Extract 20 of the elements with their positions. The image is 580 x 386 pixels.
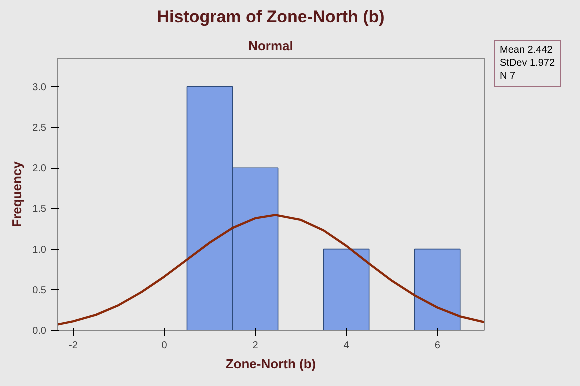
x-tick-label: -2 bbox=[68, 340, 78, 352]
y-tick-label: 0.0 bbox=[32, 326, 47, 337]
y-tick-label: 3.0 bbox=[32, 82, 47, 94]
x-tick-label: 2 bbox=[252, 340, 259, 352]
line-series bbox=[58, 214, 484, 326]
y-tick-label: 1.5 bbox=[32, 204, 47, 216]
chart-title: Histogram of Zone-North (b) bbox=[157, 8, 385, 26]
text: StDev 1.972 bbox=[500, 57, 556, 70]
y-tick-label: 1.0 bbox=[32, 244, 47, 256]
y-tick-label: 2.5 bbox=[32, 123, 47, 134]
x-tick-label: 6 bbox=[434, 340, 441, 352]
y-axis-title: Frequency bbox=[10, 160, 25, 228]
x-tick-label: 4 bbox=[344, 340, 350, 352]
y-tick-label: 0.5 bbox=[32, 285, 47, 296]
x-tick-label: 0 bbox=[162, 340, 168, 352]
text: Mean 2.442 bbox=[500, 44, 554, 57]
chart-subtitle: Normal bbox=[248, 38, 294, 54]
text: N 7 bbox=[500, 70, 517, 83]
x-axis-title: Zone-North (b) bbox=[226, 356, 316, 372]
y-tick-label: 2.0 bbox=[32, 164, 47, 175]
